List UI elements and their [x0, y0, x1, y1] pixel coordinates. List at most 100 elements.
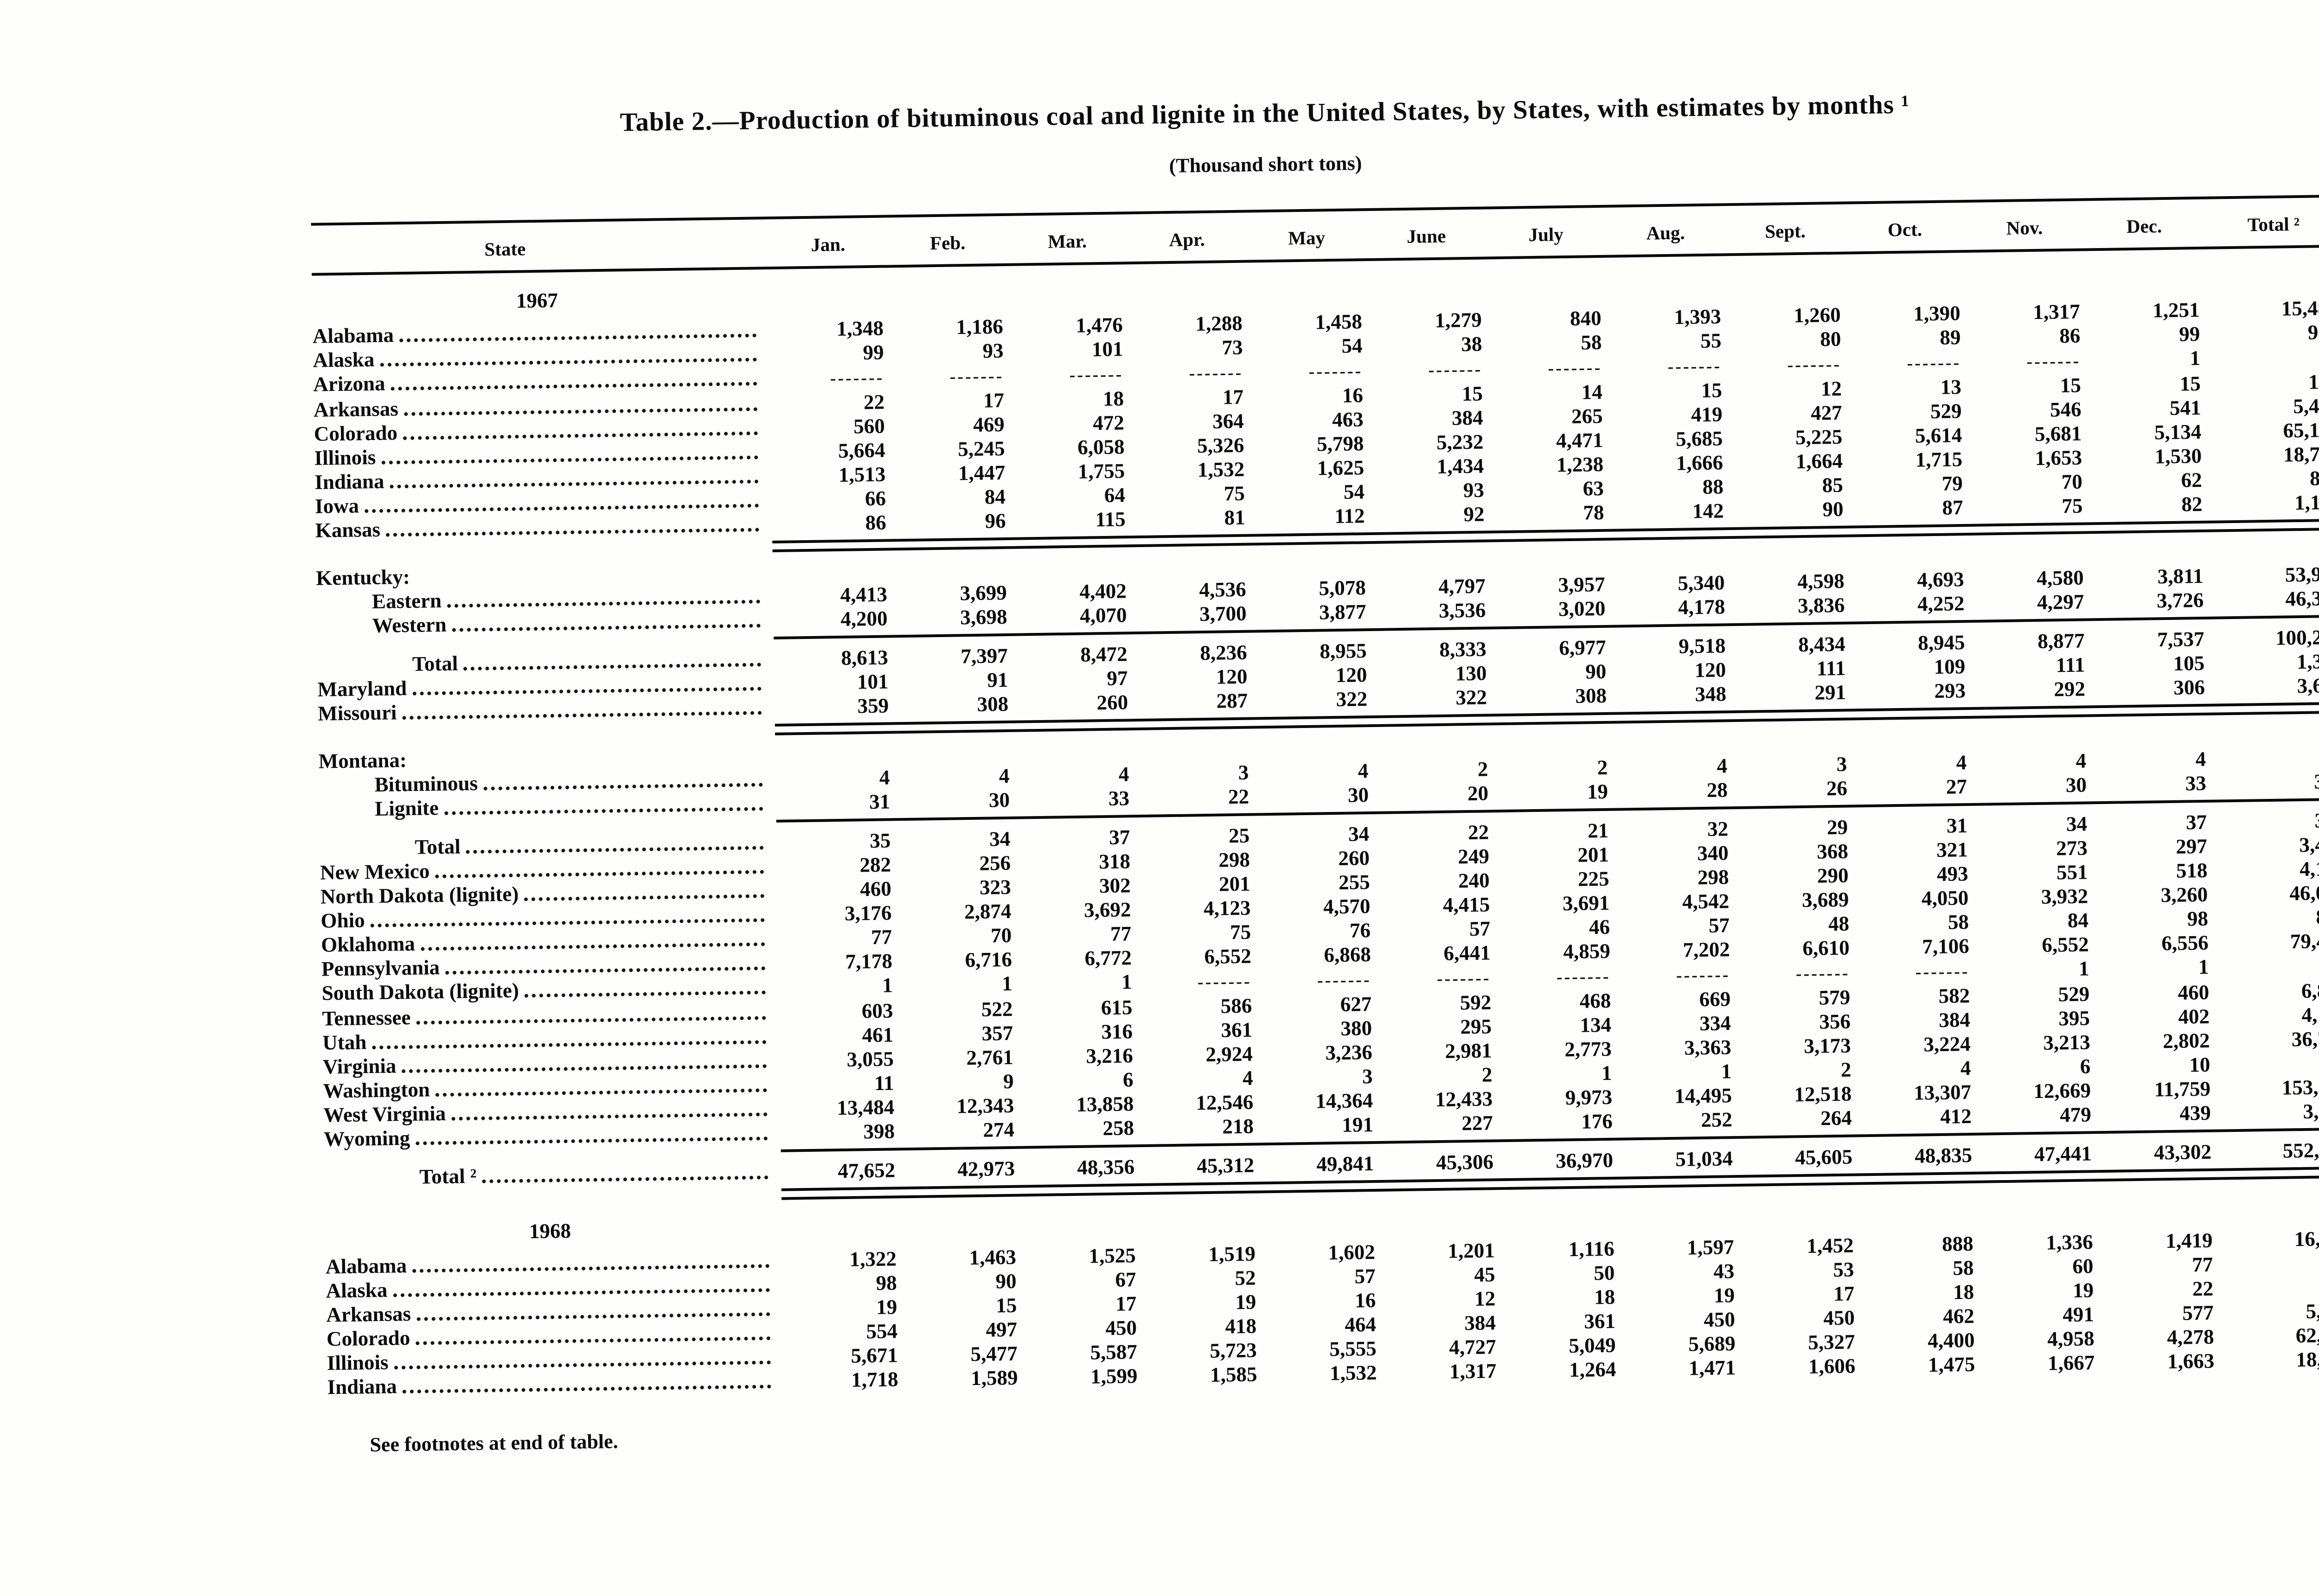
value-cell: 130 — [1455, 661, 1487, 685]
empty-cell: ------- — [1189, 363, 1243, 383]
value-cell: 36,721 — [2291, 1027, 2319, 1051]
value-cell: 42,973 — [957, 1156, 1015, 1181]
value-cell: 57 — [1708, 913, 1730, 937]
state-name: Utah — [322, 1030, 367, 1054]
state-name: Total — [412, 651, 458, 676]
value-cell: 3,224 — [1923, 1032, 1971, 1056]
value-cell: 5,558 — [2306, 1299, 2319, 1323]
value-cell: 43 — [1713, 1259, 1735, 1283]
value-cell: 46,014 — [2289, 881, 2319, 905]
dot-leader — [524, 990, 766, 998]
state-name: Missouri — [317, 701, 397, 725]
dot-leader — [416, 1312, 770, 1321]
value-cell: 20 — [1467, 781, 1489, 805]
value-cell: 21 — [1587, 818, 1609, 843]
value-cell: 5,689 — [1688, 1332, 1736, 1356]
value-cell: 18 — [1594, 1285, 1615, 1309]
value-cell: 380 — [1340, 1016, 1372, 1040]
value-cell: 120 — [1335, 663, 1367, 687]
value-cell: 18 — [1102, 387, 1124, 410]
empty-cell: ------- — [1795, 963, 1850, 984]
value-cell: 10 — [2189, 1053, 2210, 1077]
state-name: Total — [415, 835, 461, 859]
value-cell: 418 — [1225, 1314, 1257, 1338]
value-cell: 101 — [1091, 337, 1123, 361]
value-cell: 18 — [1953, 1280, 1974, 1304]
value-cell: 52 — [1235, 1266, 1256, 1290]
value-cell: 8,877 — [2037, 629, 2085, 653]
value-cell: 2 — [1597, 755, 1608, 779]
state-name: Wyoming — [323, 1126, 410, 1151]
value-cell: 1,201 — [1448, 1238, 1495, 1263]
value-cell: 15 — [995, 1293, 1017, 1317]
value-cell: 82 — [2181, 492, 2203, 516]
value-cell: 5,477 — [970, 1341, 1018, 1366]
state-name: Virginia — [322, 1054, 397, 1079]
value-cell: 4,471 — [1556, 428, 1603, 453]
value-cell: 5,340 — [1678, 571, 1725, 595]
value-cell: 1,447 — [958, 460, 1006, 485]
value-cell: 22 — [1228, 785, 1249, 809]
value-cell: 33 — [2185, 771, 2207, 795]
value-cell: 384 — [1464, 1311, 1496, 1335]
value-cell: 227 — [1461, 1111, 1493, 1135]
value-cell: 22 — [2192, 1277, 2214, 1301]
dot-leader — [445, 966, 766, 975]
dot-leader — [463, 663, 762, 671]
state-name: North Dakota (lignite) — [320, 882, 519, 908]
value-cell: 5,326 — [1197, 433, 1244, 458]
value-cell: 1,238 — [1556, 452, 1604, 477]
state-name: Montana: — [318, 748, 407, 773]
value-cell: 54 — [1343, 480, 1365, 504]
dot-leader — [365, 504, 759, 513]
value-cell: 308 — [977, 692, 1009, 716]
value-cell: 98 — [876, 1271, 897, 1295]
value-cell: 883 — [2309, 466, 2319, 490]
value-cell: 4,156 — [2299, 856, 2319, 881]
value-cell: 26 — [1826, 776, 1848, 800]
value-cell: 1,597 — [1687, 1235, 1735, 1259]
value-cell: 6,977 — [1559, 635, 1606, 660]
value-cell: 60 — [2072, 1254, 2094, 1278]
value-cell: 30 — [988, 788, 1010, 812]
value-cell: 240 — [1458, 868, 1490, 893]
value-cell: 4,178 — [1678, 595, 1725, 619]
value-cell: 5,225 — [1795, 425, 1843, 449]
value-cell: 8,434 — [1798, 632, 1845, 657]
value-cell: 5,078 — [1319, 576, 1366, 600]
value-cell: 15,486 — [2281, 296, 2319, 320]
value-cell: 1,186 — [956, 314, 1004, 339]
value-cell: 111 — [1816, 656, 1846, 680]
value-cell: 4 — [2195, 747, 2206, 771]
value-cell: 1,667 — [2047, 1351, 2095, 1375]
value-cell: 1,317 — [1449, 1359, 1497, 1383]
column-header: Feb. — [929, 232, 966, 254]
value-cell: 1,336 — [2046, 1230, 2093, 1254]
value-cell: 96 — [985, 509, 1006, 533]
value-cell: 88 — [1702, 475, 1724, 498]
value-cell: 1,718 — [851, 1367, 898, 1392]
value-cell: 45 — [1474, 1263, 1495, 1286]
value-cell: 560 — [853, 414, 885, 438]
value-cell: 3,236 — [1325, 1041, 1373, 1065]
value-cell: 4 — [2076, 749, 2087, 772]
value-cell: 3,213 — [2043, 1030, 2090, 1054]
state-name: Kentucky: — [315, 565, 410, 590]
value-cell: 3 — [1836, 752, 1847, 776]
value-cell: 19 — [2072, 1278, 2094, 1302]
value-cell: 17 — [983, 388, 1005, 412]
value-cell: 4,278 — [2166, 1325, 2214, 1349]
column-header: July — [1528, 223, 1564, 246]
value-cell: 9 — [1003, 1069, 1014, 1093]
value-cell: 4,598 — [1797, 569, 1845, 594]
value-cell: 1,530 — [2154, 444, 2202, 468]
state-name: Illinois — [314, 445, 376, 470]
state-name: Colorado — [326, 1326, 410, 1351]
value-cell: 4,413 — [840, 582, 888, 606]
value-cell: 357 — [981, 1021, 1013, 1045]
value-cell: 13,307 — [1913, 1080, 1972, 1104]
value-cell: 8,945 — [1917, 631, 1965, 655]
value-cell: 1,317 — [2033, 300, 2080, 324]
state-name: Arkansas — [313, 397, 399, 421]
value-cell: 1,666 — [1676, 451, 1723, 475]
